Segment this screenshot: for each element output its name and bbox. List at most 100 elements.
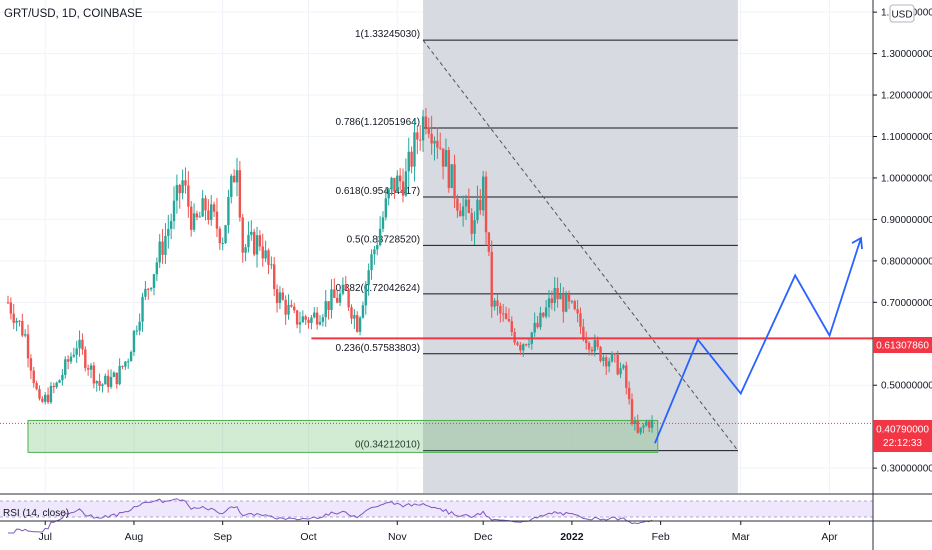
candle-body [98,381,101,386]
time-tick-label: Aug [125,531,144,543]
time-axis[interactable]: Jul Aug Sep Oct Nov Dec 2022 Feb Mar Apr [38,521,838,543]
candle-body [149,287,153,290]
candle-body [124,361,127,367]
candle-body [516,342,519,345]
candle-body [416,132,419,140]
candle-body [358,317,362,332]
candle-body [404,171,408,196]
price-tick-label: 0.50000000 [881,381,932,392]
hline-price-badge: 0.61307860 [873,337,932,353]
candle-body [301,316,305,323]
time-tick-label: Mar [732,531,751,543]
demand-zone[interactable] [27,419,659,453]
time-tick-label: Nov [388,531,407,543]
candle-body [250,231,253,235]
time-tick-label: Apr [821,531,838,543]
fibonacci-retracement[interactable]: 1(1.33245030) 0.786(1.12051964) 0.618(0.95… [336,0,739,493]
candle-body [115,372,118,385]
candle-body [484,176,488,233]
candle-body [616,354,619,375]
candle-body [241,217,244,253]
candle-body [390,177,393,190]
candle-body [350,307,353,319]
candle-body [378,228,382,245]
candle-body [175,184,179,201]
candle-body [12,313,15,323]
candle-body [144,288,147,297]
candle-body [238,170,242,218]
candle-body [281,292,284,300]
candle-body [410,151,413,167]
candle-body [104,375,107,385]
candle-body [467,199,471,214]
candle-body [622,365,625,369]
candle-body [275,289,279,304]
candle-body [49,385,53,403]
price-tick-label: 0.90000000 [881,215,932,226]
candle-body [427,127,430,134]
candle-body [152,274,156,288]
candle-body [335,297,339,303]
candle-body [252,231,256,255]
candle-body [421,116,425,141]
candle-body [318,321,322,325]
price-tick-label: 1.30000000 [881,49,932,60]
candle-body [218,228,222,244]
candle-body [347,289,350,308]
candle-body [204,198,207,211]
candle-body [384,198,388,218]
candle-body [221,243,224,245]
candle-body [307,319,310,324]
candle-body [513,331,516,343]
candle-body [630,399,634,424]
candle-body [184,180,187,186]
candle-body [453,164,456,199]
candle-body [338,293,342,303]
candle-body [344,284,347,290]
price-tick-label: 0.70000000 [881,298,932,309]
candle-body [364,284,368,306]
candle-body [138,321,141,331]
candle-body [413,132,416,167]
candle-body [596,340,599,347]
candle-body [324,301,327,318]
candle-body [293,306,296,311]
candle-body [496,300,499,307]
currency-button[interactable]: USD [889,4,915,23]
last-price-badge: 0.40790000 22:12:33 [873,420,932,452]
candle-body [527,343,531,345]
candle-body [447,150,451,188]
candle-body [647,421,651,428]
rsi-pane[interactable] [0,493,932,534]
candle-body [161,241,164,255]
candle-body [470,213,473,234]
candle-body [570,301,574,303]
candle-body [556,288,559,300]
candle-body [522,344,525,351]
candle-body [92,365,96,384]
candle-body [304,316,307,320]
candle-body [310,317,313,324]
candle-body [35,383,38,390]
candle-body [396,175,399,192]
candle-body [267,250,270,265]
candle-body [567,293,571,302]
candle-body [284,299,287,315]
candle-body [490,251,493,307]
candle-body [66,359,70,362]
horizontal-line[interactable] [0,337,873,424]
projected-path[interactable] [654,236,863,444]
projected-path-line [654,237,862,444]
candle-body [192,213,196,230]
candle-body [195,213,199,218]
candle-body [590,349,594,352]
candle-body [642,425,645,428]
candle-body [481,176,485,211]
candle-body [29,358,33,371]
candle-body [287,304,290,315]
candle-body [58,380,61,383]
candle-body [224,225,227,244]
fib-level-label: 0.5(0.83728520) [347,234,420,245]
candle-body [181,180,184,194]
